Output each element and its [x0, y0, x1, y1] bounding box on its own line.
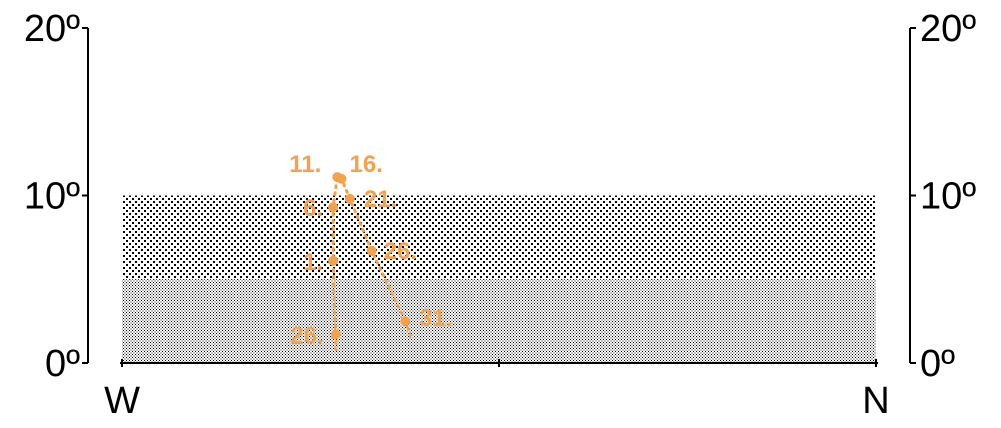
data-point [328, 202, 339, 213]
data-point [330, 329, 341, 340]
right-y-tick-label: 0º [920, 343, 955, 385]
data-point-label: 26. [384, 238, 417, 265]
data-point [366, 245, 377, 256]
data-point-label: 6. [303, 195, 323, 222]
left-y-tick-label: 10º [24, 176, 80, 218]
data-point [336, 173, 347, 184]
data-point [328, 255, 339, 266]
sun-path-series: 26. 1. 6. 11. 16. 21. 26. 31. [289, 151, 453, 352]
tick-labels: 0º 0º 10º 10º 20º 20º W N [24, 8, 976, 422]
zone-2 [122, 195, 876, 280]
left-y-tick-label: 0º [45, 343, 80, 385]
zone-1 [122, 279, 876, 363]
left-y-tick-label: 20º [24, 8, 80, 50]
data-point-label: 1. [303, 249, 323, 276]
right-y-tick-label: 10º [920, 176, 976, 218]
data-point-label: 31. [419, 305, 452, 332]
data-point-label: 21. [364, 186, 397, 213]
x-label-n: N [862, 380, 889, 422]
right-y-tick-label: 20º [920, 8, 976, 50]
axes [82, 27, 916, 367]
data-point-label: 11. [289, 151, 321, 178]
data-point-label: 16. [349, 151, 382, 178]
altitude-zones [122, 195, 876, 363]
data-point [400, 316, 411, 327]
data-point-label: 26. [290, 323, 323, 350]
x-label-w: W [104, 380, 140, 422]
data-point [344, 193, 355, 204]
